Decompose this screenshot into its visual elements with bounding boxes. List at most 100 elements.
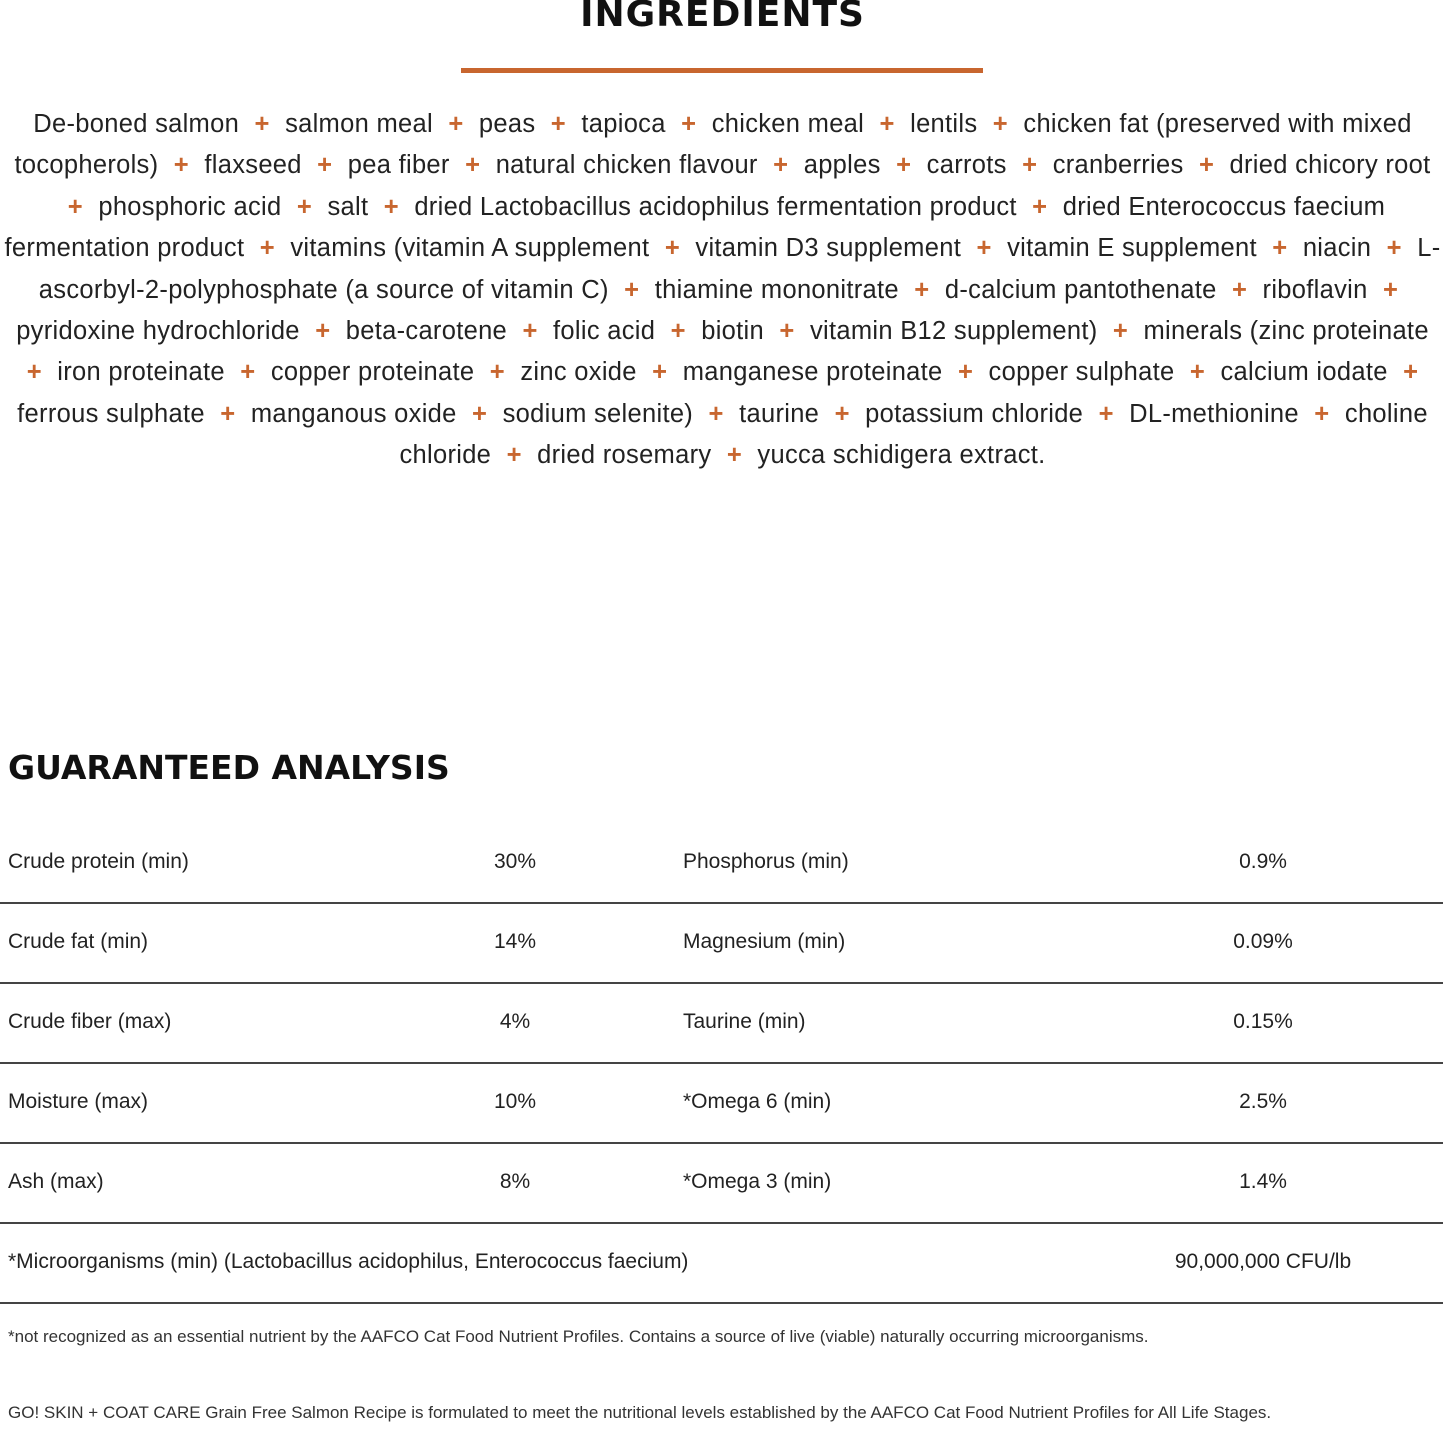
ingredient-item: tapioca <box>581 110 666 138</box>
ingredient-item: L-ascorbyl-2-polyphosphate (a source of … <box>38 234 1441 304</box>
nutrient-label: Crude fiber (max) <box>8 1010 172 1033</box>
ingredient-item: chicken fat (preserved with mixed tocoph… <box>14 110 1412 180</box>
plus-separator-icon: + <box>506 441 522 470</box>
plus-separator-icon: + <box>472 399 488 428</box>
ingredient-item: dried Lactobacillus acidophilus fermenta… <box>414 192 1017 221</box>
nutrient-label: Phosphorus (min) <box>683 850 849 873</box>
plus-separator-icon: + <box>1403 358 1419 387</box>
plus-separator-icon: + <box>522 317 538 346</box>
ingredient-item: zinc oxide <box>520 358 637 387</box>
plus-separator-icon: + <box>670 317 686 346</box>
ingredient-item: dried chicory root <box>1229 151 1431 180</box>
ingredient-item: potassium chloride <box>865 399 1084 428</box>
ingredient-item: pea fiber <box>347 151 450 180</box>
ingredient-item: copper proteinate <box>270 358 475 387</box>
plus-separator-icon: + <box>1189 358 1206 387</box>
accent-divider <box>461 68 983 73</box>
ingredients-list: De-boned salmon + salmon meal + peas + t… <box>4 104 1441 477</box>
nutrient-label: *Omega 6 (min) <box>683 1090 832 1113</box>
ingredient-item: carrots <box>926 151 1007 180</box>
table-row: Ash (max) 8% *Omega 3 (min) 1.4% <box>0 1144 1443 1224</box>
plus-separator-icon: + <box>773 151 789 180</box>
plus-separator-icon: + <box>254 110 270 138</box>
ingredient-item: pyridoxine hydrochloride <box>16 317 300 346</box>
nutrient-label: Taurine (min) <box>683 1010 806 1033</box>
plus-separator-icon: + <box>681 110 697 138</box>
ingredient-item: minerals (zinc proteinate <box>1143 317 1429 346</box>
ingredient-item: copper sulphate <box>988 358 1175 387</box>
nutrient-value: 90,000,000 CFU/lb <box>1174 1250 1352 1273</box>
ingredient-item: biotin <box>701 317 764 346</box>
plus-separator-icon: + <box>1272 234 1288 263</box>
ingredient-item: natural chicken flavour <box>495 151 758 180</box>
nutrient-label: Crude protein (min) <box>8 850 189 873</box>
plus-separator-icon: + <box>652 358 668 387</box>
plus-separator-icon: + <box>67 192 83 221</box>
ingredients-title: INGREDIENTS <box>580 0 865 35</box>
table-row: Crude protein (min) 30% Phosphorus (min) 0.… <box>0 824 1443 904</box>
ingredient-item: ferrous sulphate <box>17 399 205 428</box>
plus-separator-icon: + <box>726 441 743 470</box>
ingredient-item: thiamine mononitrate <box>654 275 899 304</box>
ingredient-item: dried Enterococcus faecium fermentation … <box>4 192 1386 263</box>
plus-separator-icon: + <box>259 234 275 263</box>
nutrient-value: 1.4% <box>1239 1170 1287 1193</box>
ingredient-item: choline chloride <box>399 399 1428 470</box>
ingredient-item: d-calcium pantothenate <box>944 275 1217 304</box>
plus-separator-icon: + <box>896 151 912 180</box>
plus-separator-icon: + <box>317 151 333 180</box>
ingredient-item: vitamins (vitamin A supplement <box>290 234 650 263</box>
table-row: Crude fat (min) 14% Magnesium (min) 0.09% <box>0 904 1443 984</box>
ingredient-item: niacin <box>1302 234 1372 263</box>
nutrient-value: 0.9% <box>1239 850 1287 873</box>
ingredient-item: chicken meal <box>711 110 865 138</box>
plus-separator-icon: + <box>550 110 566 138</box>
ingredient-item: De-boned salmon <box>33 110 240 138</box>
ingredient-item: calcium iodate <box>1220 358 1388 387</box>
nutrient-value: 0.09% <box>1233 930 1293 953</box>
ingredient-item: vitamin D3 supplement <box>695 234 962 263</box>
plus-separator-icon: + <box>448 110 464 138</box>
ingredient-item: apples <box>803 151 881 180</box>
ingredient-item: salt <box>327 192 369 221</box>
ingredient-item: flaxseed <box>204 151 302 180</box>
nutrient-value: 30% <box>493 850 537 873</box>
ingredient-item: DL-methionine <box>1129 399 1299 428</box>
nutrient-label: Magnesium (min) <box>683 930 846 953</box>
ingredient-item: riboflavin <box>1262 275 1368 304</box>
nutrient-value: 14% <box>493 930 537 953</box>
aafco-statement: GO! SKIN + COAT CARE Grain Free Salmon R… <box>8 1403 1272 1422</box>
plus-separator-icon: + <box>1231 275 1248 304</box>
ingredient-item: vitamin E supplement <box>1007 234 1257 263</box>
ingredient-item: taurine <box>739 399 820 428</box>
plus-separator-icon: + <box>1386 234 1402 263</box>
nutrient-label: *Omega 3 (min) <box>683 1170 832 1193</box>
ingredient-item: phosphoric acid <box>98 192 282 221</box>
plus-separator-icon: + <box>296 192 313 221</box>
ingredient-item: beta-carotene <box>345 317 508 346</box>
plus-separator-icon: + <box>779 317 795 346</box>
ingredient-item: lentils <box>910 110 978 138</box>
nutrient-value: 2.5% <box>1239 1090 1287 1113</box>
nutrient-value: 4% <box>499 1010 531 1033</box>
ingredient-item: vitamin B12 supplement) <box>809 317 1098 346</box>
ingredient-item: yucca schidigera extract. <box>757 441 1046 470</box>
nutrient-label: Moisture (max) <box>8 1090 149 1113</box>
plus-separator-icon: + <box>834 399 850 428</box>
plus-separator-icon: + <box>1383 275 1399 304</box>
table-row: Moisture (max) 10% *Omega 6 (min) 2.5% <box>0 1064 1443 1144</box>
ingredient-item: salmon meal <box>285 110 433 138</box>
guaranteed-analysis-title: GUARANTEED ANALYSIS <box>8 748 450 787</box>
plus-separator-icon: + <box>1314 399 1330 428</box>
ingredient-item: folic acid <box>553 317 656 346</box>
ingredient-item: peas <box>478 110 536 138</box>
plus-separator-icon: + <box>624 275 640 304</box>
nutrient-value: 8% <box>499 1170 531 1193</box>
plus-separator-icon: + <box>173 151 189 180</box>
plus-separator-icon: + <box>1032 192 1048 221</box>
ingredient-item: iron proteinate <box>57 358 225 387</box>
plus-separator-icon: + <box>489 358 505 387</box>
nutrient-value: 10% <box>493 1090 537 1113</box>
ingredient-item: cranberries <box>1052 151 1184 180</box>
ingredient-item: manganous oxide <box>250 399 457 428</box>
